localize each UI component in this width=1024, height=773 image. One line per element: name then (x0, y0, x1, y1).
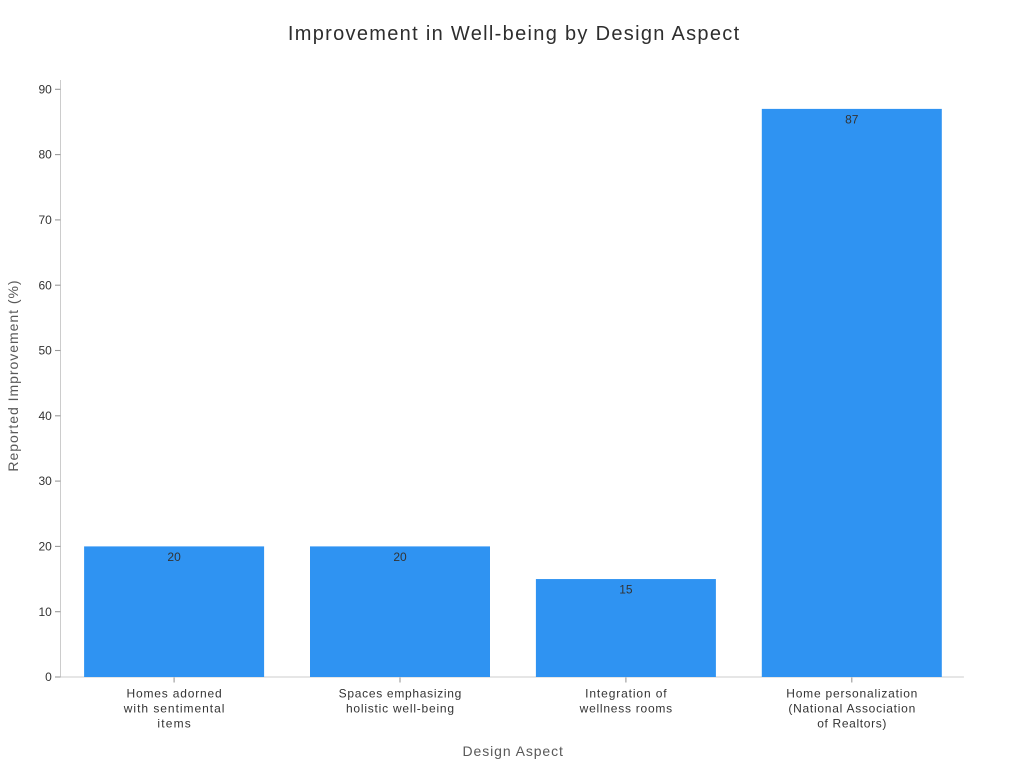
svg-text:items: items (157, 716, 190, 730)
svg-text:(National Association: (National Association (788, 701, 915, 715)
svg-text:Spaces emphasizing: Spaces emphasizing (339, 686, 462, 700)
svg-text:20: 20 (393, 550, 407, 564)
svg-text:holistic well-being: holistic well-being (346, 701, 454, 715)
svg-text:90: 90 (38, 82, 52, 96)
svg-text:Reported Improvement (%): Reported Improvement (%) (5, 280, 21, 471)
svg-text:wellness rooms: wellness rooms (579, 701, 673, 715)
svg-text:Homes adorned: Homes adorned (127, 686, 222, 700)
svg-text:Improvement in Well-being by D: Improvement in Well-being by Design Aspe… (288, 23, 740, 45)
svg-text:with sentimental: with sentimental (123, 701, 225, 715)
svg-text:87: 87 (845, 113, 859, 127)
svg-text:20: 20 (38, 540, 52, 554)
svg-text:15: 15 (619, 583, 633, 597)
svg-text:30: 30 (38, 474, 52, 488)
svg-text:20: 20 (167, 550, 181, 564)
svg-text:0: 0 (45, 670, 52, 684)
svg-text:70: 70 (38, 213, 52, 227)
svg-text:60: 60 (38, 278, 52, 292)
svg-text:40: 40 (38, 409, 52, 423)
svg-text:80: 80 (38, 148, 52, 162)
svg-text:50: 50 (38, 344, 52, 358)
svg-text:Integration of: Integration of (585, 686, 667, 700)
svg-text:Design Aspect: Design Aspect (463, 743, 564, 759)
svg-text:Home personalization: Home personalization (786, 686, 917, 700)
svg-text:of Realtors): of Realtors) (817, 716, 886, 730)
svg-text:10: 10 (38, 605, 52, 619)
